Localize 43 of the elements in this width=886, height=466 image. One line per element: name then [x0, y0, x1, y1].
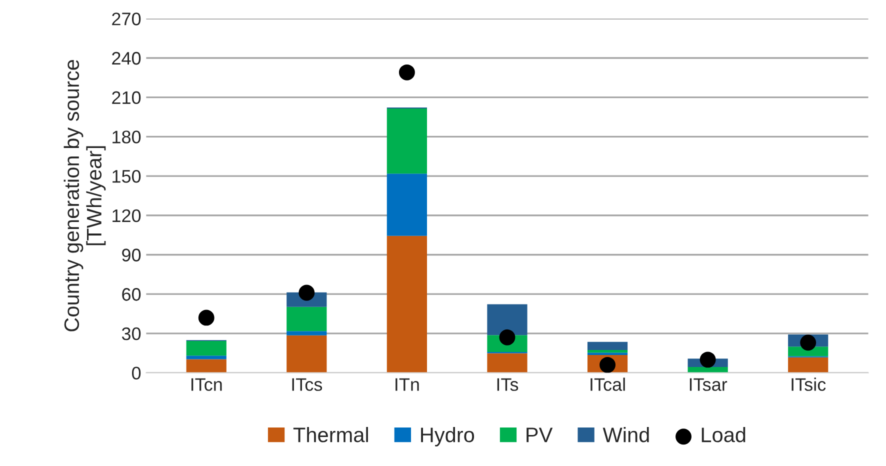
x-tick-label: ITsar	[690, 378, 728, 391]
y-tick-label: 60	[122, 288, 141, 301]
legend-label: Thermal	[293, 426, 368, 442]
y-tick-label: 0	[132, 366, 141, 380]
bar	[788, 346, 828, 356]
legend-label: Hydro	[421, 426, 474, 446]
bar	[286, 306, 327, 332]
bar	[286, 335, 327, 373]
bar	[386, 108, 428, 174]
x-tick-label: ITs	[497, 378, 518, 391]
point	[198, 310, 214, 326]
y-tick-label: 210	[112, 91, 141, 104]
bar	[487, 304, 528, 336]
bar	[286, 331, 327, 336]
x-tick-label: ITcn	[191, 378, 222, 391]
legend-label: Load	[702, 426, 746, 442]
bar	[386, 236, 428, 373]
x-tick-label: ITn	[396, 378, 419, 391]
bar	[186, 356, 226, 360]
point	[800, 334, 816, 351]
point	[398, 64, 415, 80]
y-tick-label: 30	[122, 327, 141, 340]
bar	[788, 357, 828, 373]
bar	[587, 342, 628, 350]
point	[700, 352, 716, 368]
bar	[186, 359, 226, 373]
y-tick-label: 90	[122, 248, 141, 262]
x-tick-label: ITsic	[792, 378, 826, 391]
legend-label: Wind	[602, 426, 649, 442]
bar	[386, 174, 428, 236]
x-tick-label: ITcal	[590, 378, 625, 391]
y-tick-label: 270	[112, 12, 141, 26]
y-axis-title: Country generation by source [TWh/year]	[64, 60, 106, 332]
y-tick-label: 120	[112, 209, 141, 222]
y-tick-label: 240	[112, 52, 141, 65]
y-tick-label: 180	[112, 130, 141, 144]
y-tick-label: 150	[112, 170, 141, 183]
point	[298, 284, 315, 301]
x-tick-label: ITcs	[292, 378, 322, 391]
legend-label: PV	[526, 428, 553, 442]
bar	[186, 341, 226, 356]
bar	[487, 353, 528, 373]
bar	[587, 350, 628, 353]
